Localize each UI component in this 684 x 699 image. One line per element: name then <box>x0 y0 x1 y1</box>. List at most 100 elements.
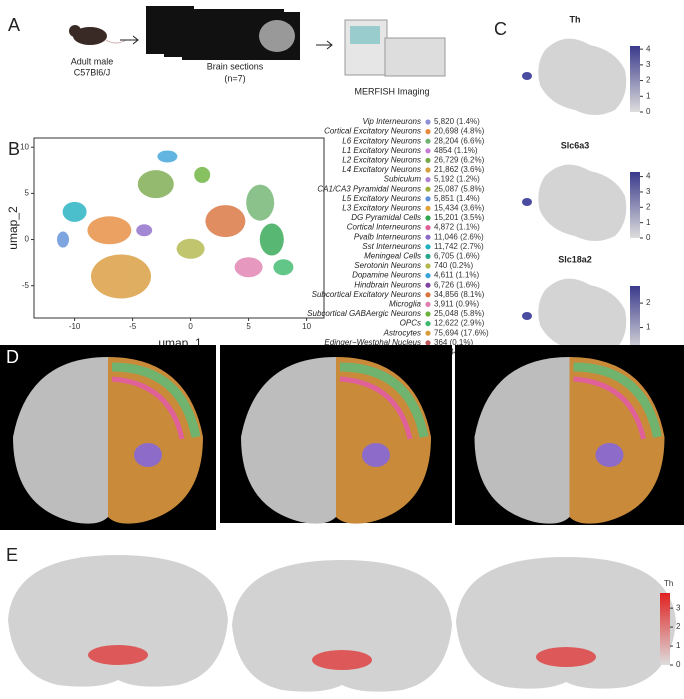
imaging-text: MERFISH Imaging <box>354 86 429 96</box>
gene-title: Th <box>570 14 581 24</box>
cluster-blob <box>87 216 132 245</box>
legend-name: Subcortical GABAergic Neurons <box>307 309 421 318</box>
cortex-layer <box>339 362 429 438</box>
legend-dot <box>425 301 431 307</box>
feature-umap <box>538 38 627 115</box>
cluster-blob <box>176 238 205 259</box>
y-tick-label: 10 <box>20 142 29 151</box>
panel-label: D <box>6 347 19 367</box>
legend-name: L3 Excitatory Neurons <box>342 204 421 213</box>
th-expression <box>88 645 148 665</box>
mouse-icon <box>69 25 127 45</box>
legend-name: L5 Excitatory Neurons <box>342 194 421 203</box>
region <box>134 443 162 467</box>
legend-name: Dopamine Neurons <box>352 271 421 280</box>
legend-dot <box>425 292 431 298</box>
cluster-blob <box>157 150 178 163</box>
legend-count: 75,694 (17.6%) <box>434 328 489 337</box>
panel-label: B <box>8 139 20 159</box>
legend-count: 20,698 (4.8%) <box>434 127 485 136</box>
colorbar-label: 1 <box>646 218 651 227</box>
x-tick-label: 10 <box>302 322 311 331</box>
legend-name: Microglia <box>389 300 422 309</box>
legend-count: 25,048 (5.8%) <box>434 309 485 318</box>
sections-text: Brain sections <box>207 61 264 71</box>
colorbar <box>630 172 640 238</box>
legend-dot <box>425 321 431 327</box>
legend-dot <box>425 215 431 221</box>
colorbar-label: 0 <box>646 233 651 242</box>
cluster-blob <box>57 231 69 248</box>
legend-count: 28,204 (6.6%) <box>434 136 485 145</box>
brain-render <box>241 357 336 524</box>
merfish-machine <box>344 19 446 77</box>
panel-label: A <box>8 15 20 35</box>
x-tick-label: -5 <box>129 322 137 331</box>
legend-name: DG Pyramidal Cells <box>351 213 421 222</box>
legend-dot <box>425 148 431 154</box>
sections-text: (n=7) <box>224 73 245 83</box>
legend-name: Cortical Excitatory Neurons <box>324 127 421 136</box>
expression-spot <box>522 72 532 80</box>
legend-name: Hindbrain Neurons <box>354 280 421 289</box>
legend-count: 5,820 (1.4%) <box>434 117 480 126</box>
legend-count: 4854 (1.1%) <box>434 146 478 155</box>
colorbar-label: 4 <box>646 172 651 181</box>
region <box>595 443 624 467</box>
legend-dot <box>425 119 431 125</box>
cluster-blob <box>194 166 211 183</box>
legend-dot <box>425 263 431 269</box>
colorbar-label: 1 <box>646 91 651 100</box>
legend-dot <box>425 244 431 250</box>
legend-count: 4,611 (1.1%) <box>434 271 480 280</box>
cortex-layer <box>111 362 201 438</box>
legend-count: 5,851 (1.4%) <box>434 194 480 203</box>
legend-count: 11,046 (2.6%) <box>434 232 484 241</box>
expression-spot <box>522 312 532 320</box>
legend-name: Meningeal Cells <box>364 252 421 261</box>
colorbar-label: 1 <box>676 641 681 650</box>
legend-dot <box>425 129 431 135</box>
legend-count: 15,434 (3.6%) <box>434 204 485 213</box>
y-tick-label: 5 <box>25 188 30 197</box>
legend-dot <box>425 330 431 336</box>
th-expression <box>312 650 372 670</box>
feature-umap <box>538 164 627 241</box>
legend-name: L1 Excitatory Neurons <box>342 146 421 155</box>
colorbar-label: 0 <box>676 660 681 669</box>
legend-count: 21,862 (3.6%) <box>434 165 485 174</box>
legend-name: OPCs <box>400 319 421 328</box>
mouse-text: C57Bl6/J <box>74 67 111 77</box>
x-tick-label: 5 <box>246 322 251 331</box>
section-outline <box>456 557 676 689</box>
legend-dot <box>425 138 431 144</box>
legend-name: Edinger−Westphal Nucleus <box>324 338 421 347</box>
legend-count: 34,856 (8.1%) <box>434 290 485 299</box>
cluster-blob <box>136 224 153 237</box>
legend-dot <box>425 186 431 192</box>
cluster-blob <box>205 205 246 238</box>
legend-count: 6,705 (1.6%) <box>434 252 480 261</box>
y-tick-label: 0 <box>25 235 30 244</box>
colorbar-label: 2 <box>676 622 681 631</box>
cluster-blob <box>62 201 87 222</box>
gene-title: Slc6a3 <box>561 140 590 150</box>
legend-count: 4,872 (1.1%) <box>434 223 480 232</box>
legend-dot <box>425 205 431 211</box>
colorbar-label: 3 <box>646 60 651 69</box>
legend-name: Pvalb Interneurons <box>354 232 421 241</box>
arrow <box>316 40 333 50</box>
gene-title: Slc18a2 <box>558 254 592 264</box>
colorbar-label: 2 <box>646 202 651 211</box>
legend-dot <box>425 234 431 240</box>
cluster-blob <box>91 254 151 299</box>
cortex-layer <box>111 376 185 440</box>
legend-count: 15,201 (3.5%) <box>434 213 485 222</box>
x-tick-label: -10 <box>69 322 81 331</box>
cortex-layer <box>573 362 662 438</box>
legend-dot <box>425 340 431 346</box>
legend-name: CA1/CA3 Pyramidal Neurons <box>317 184 421 193</box>
colorbar-label: 3 <box>646 187 651 196</box>
brain-render <box>13 357 108 524</box>
